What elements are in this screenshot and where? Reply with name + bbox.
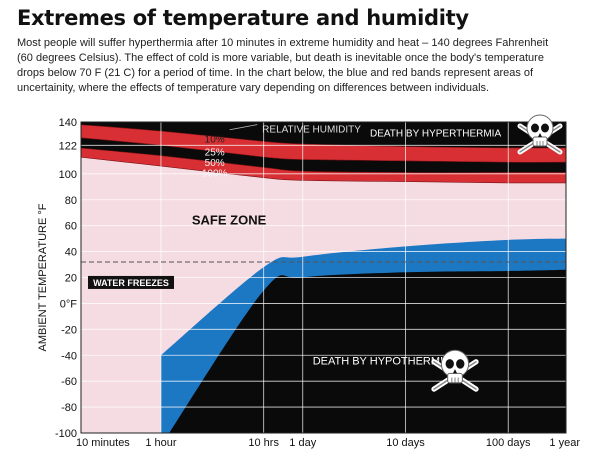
intro-line: uncertainity, where the effects of tempe… [17,82,490,94]
death-by-hyperthermia-label: DEATH BY HYPERTHERMIA [370,128,501,139]
y-tick-label: 0°F [60,298,78,310]
y-tick-label: 80 [65,195,77,207]
page-title: Extremes of temperature and humidity [17,6,469,30]
hyperthermia-band-10pct [81,122,566,148]
y-tick-label: 122 [59,140,77,152]
intro-line: (60 degrees Celsius). The effect of cold… [17,52,544,64]
x-tick-label: 10 minutes [76,437,130,449]
y-tick-label: -40 [61,350,77,362]
y-axis-label: AMBIENT TEMPERATURE °F [37,203,49,351]
y-tick-label: 60 [65,221,77,233]
intro-line: drops below 70 F (21 C) for a period of … [17,67,534,79]
hypothermia-death-area [169,269,566,433]
x-tick-label: 1 day [289,437,316,449]
skull-icon [431,349,479,392]
x-tick-label: 1 year [549,437,580,449]
plot-border [80,121,567,434]
humidity-label-50pct: 50% [205,158,225,169]
y-tick-label: -100 [55,428,77,440]
death-by-hypothermia-label: DEATH BY HYPOTHERMIA [313,355,451,367]
x-tick-label: 1 hour [145,437,177,449]
x-tick-label: 10 days [386,437,425,449]
humidity-label-25pct: 25% [205,148,225,159]
x-tick-label: 10 hrs [248,437,279,449]
intro-line: Most people will suffer hyperthermia aft… [17,37,549,49]
y-tick-label: -60 [61,376,77,388]
x-tick-label: 100 days [486,437,531,449]
y-tick-label: -20 [61,324,77,336]
safe-zone-label: SAFE ZONE [192,212,267,227]
y-tick-label: 140 [59,117,77,129]
y-tick-label: 40 [65,247,77,259]
water-freezes-label: WATER FREEZES [93,278,169,288]
relative-humidity-label: RELATIVE HUMIDITY [262,124,361,135]
water-freezes-box [88,275,174,289]
skull-icon [517,114,563,155]
relative-humidity-leader [229,124,258,131]
intro-paragraph: Most people will suffer hyperthermia aft… [17,36,589,96]
y-tick-label: -80 [61,402,77,414]
y-tick-label: 100 [59,169,77,181]
humidity-label-10pct: 10% [205,135,225,146]
humidity-label-100pct: 100% [202,168,228,179]
y-tick-label: 20 [65,273,77,285]
